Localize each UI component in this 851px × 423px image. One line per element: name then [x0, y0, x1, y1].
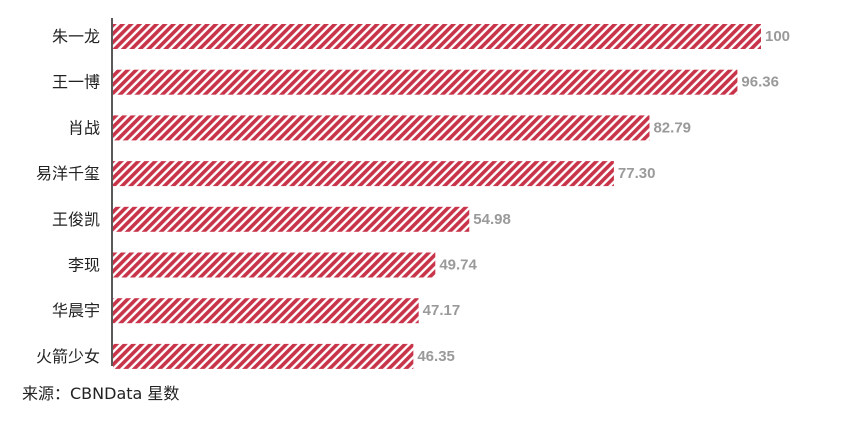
value-label-4: 54.98: [473, 211, 511, 228]
category-label-1: 王一博: [52, 73, 100, 92]
category-label-0: 朱一龙: [52, 27, 100, 46]
category-label-5: 李现: [68, 256, 100, 275]
labels-layer: 朱一龙 100 王一博 96.36 肖战 82.79 易洋千玺 77.30 王俊凯 54.98 李现…: [36, 27, 790, 366]
source-note: 来源：CBNData 星数: [22, 384, 180, 403]
category-label-7: 火箭少女: [36, 347, 100, 366]
category-label-3: 易洋千玺: [36, 164, 100, 183]
value-label-3: 77.30: [618, 165, 656, 182]
value-label-2: 82.79: [653, 119, 691, 136]
value-label-7: 46.35: [417, 348, 455, 365]
category-label-2: 肖战: [68, 118, 100, 137]
bar-4: [113, 206, 470, 232]
bar-1: [113, 69, 738, 95]
value-label-6: 47.17: [423, 302, 461, 319]
category-label-6: 华晨宇: [52, 301, 100, 320]
category-label-4: 王俊凯: [52, 210, 100, 229]
value-label-5: 49.74: [439, 257, 477, 274]
bar-3: [113, 161, 614, 187]
value-label-1: 96.36: [741, 74, 779, 91]
bar-5: [113, 252, 436, 278]
bar-0: [113, 24, 761, 49]
bar-2: [113, 115, 650, 141]
value-label-0: 100: [765, 28, 790, 45]
bars-layer: [113, 24, 761, 369]
bar-7: [113, 343, 414, 369]
bar-6: [113, 298, 419, 324]
